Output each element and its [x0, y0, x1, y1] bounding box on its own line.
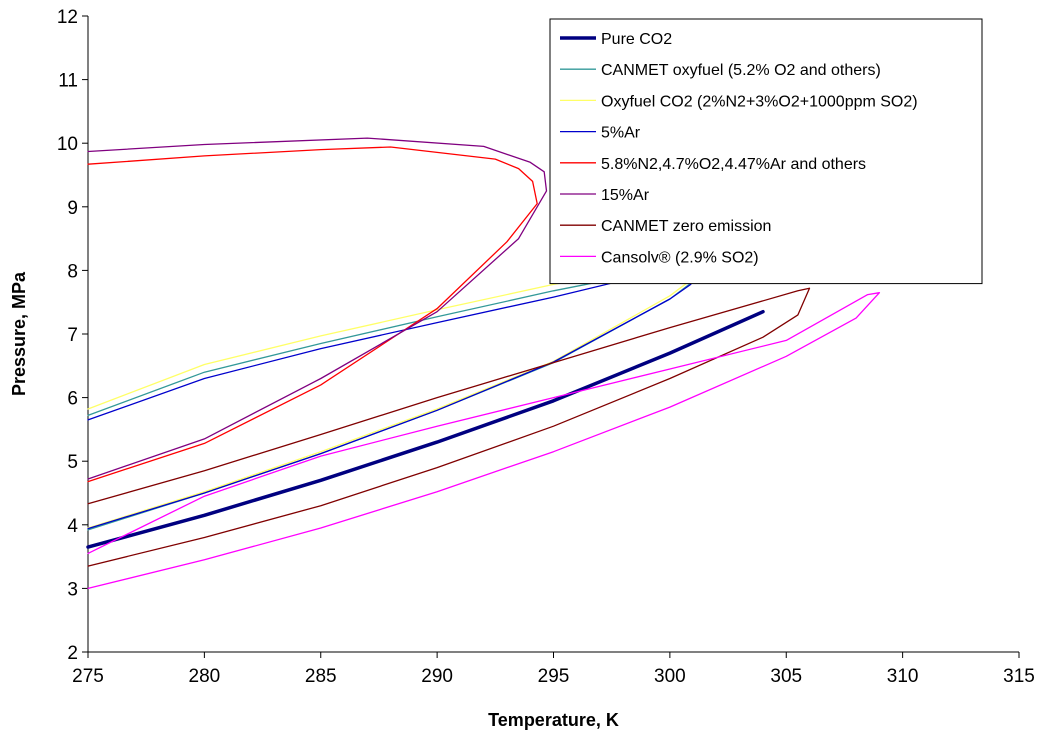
legend-label: 5%Ar [601, 125, 641, 142]
y-tick-label: 12 [57, 7, 78, 28]
y-tick-label: 4 [67, 516, 78, 537]
x-tick-label: 315 [1003, 666, 1035, 687]
x-tick-label: 295 [538, 666, 570, 687]
x-tick-label: 310 [887, 666, 919, 687]
x-tick-label: 285 [305, 666, 337, 687]
y-tick-label: 8 [67, 261, 78, 282]
y-tick-label: 6 [67, 389, 78, 410]
series-line-7 [87, 292, 881, 590]
legend-box [549, 18, 983, 285]
x-axis-title: Temperature, K [488, 710, 619, 730]
series-line-6 [87, 287, 811, 567]
x-tick-label: 290 [421, 666, 453, 687]
legend-label: Cansolv® (2.9% SO2) [601, 249, 759, 266]
legend: Pure CO2 CANMET oxyfuel (5.2% O2 and othe… [549, 18, 983, 285]
series-line-4 [87, 146, 538, 483]
y-tick-label: 10 [57, 134, 78, 155]
series-line-5 [87, 137, 548, 480]
x-tick-label: 305 [770, 666, 802, 687]
y-tick-label: 5 [67, 452, 78, 473]
legend-label: Pure CO2 [601, 31, 672, 48]
y-tick-label: 7 [67, 325, 78, 346]
legend-label: Oxyfuel CO2 (2%N2+3%O2+1000ppm SO2) [601, 93, 918, 110]
x-tick-label: 275 [72, 666, 104, 687]
x-tick-label: 300 [654, 666, 686, 687]
y-axis-title: Pressure, MPa [9, 271, 29, 396]
y-tick-label: 3 [67, 579, 78, 600]
series-lines [86, 137, 881, 590]
y-tick-label: 11 [58, 71, 78, 92]
y-tick-label: 9 [67, 198, 78, 219]
legend-label: CANMET oxyfuel (5.2% O2 and others) [601, 62, 881, 79]
x-tick-label: 280 [189, 666, 221, 687]
legend-label: CANMET zero emission [601, 218, 771, 235]
legend-label: 15%Ar [601, 187, 650, 204]
axes: 275 280 285 290 295 300 305 310 315 2 3 4 5 6 7 8 9 10 11 1… [57, 7, 1035, 687]
series-line-0 [86, 309, 765, 549]
y-tick-label: 2 [67, 643, 78, 664]
legend-label: 5.8%N2,4.7%O2,4.47%Ar and others [601, 156, 866, 173]
